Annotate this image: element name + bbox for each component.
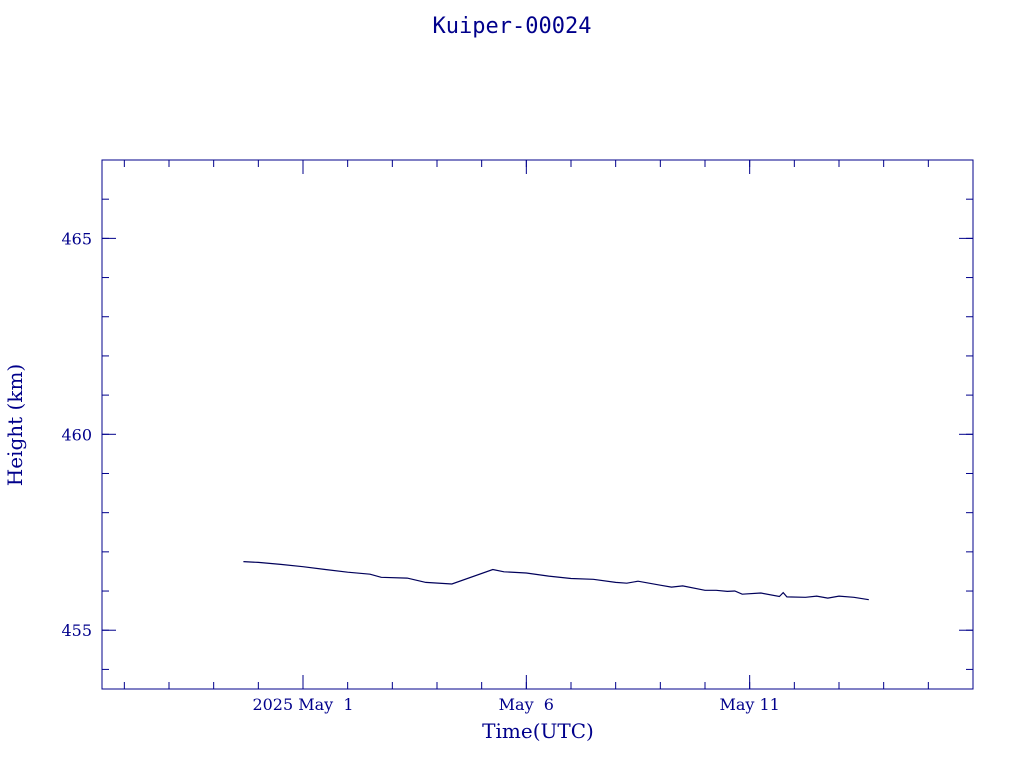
x-tick-label: May 11 (719, 695, 779, 714)
y-axis-label: Height (km) (3, 364, 27, 486)
plot-frame (101, 159, 974, 690)
x-tick-label: 2025 May 1 (252, 695, 353, 714)
x-tick-label: May 6 (499, 695, 554, 714)
chart-title: Kuiper-00024 (432, 14, 592, 39)
major-ticks (102, 160, 973, 689)
x-axis-label: Time(UTC) (482, 719, 594, 743)
y-tick-label: 460 (61, 425, 92, 444)
y-tick-labels: 455 460 465 (61, 229, 92, 640)
y-tick-label: 465 (61, 229, 92, 248)
y-tick-label: 455 (61, 621, 92, 640)
series-line (243, 561, 869, 601)
minor-ticks (102, 159, 974, 689)
x-tick-labels: 2025 May 1 May 6 May 11 (252, 695, 779, 714)
